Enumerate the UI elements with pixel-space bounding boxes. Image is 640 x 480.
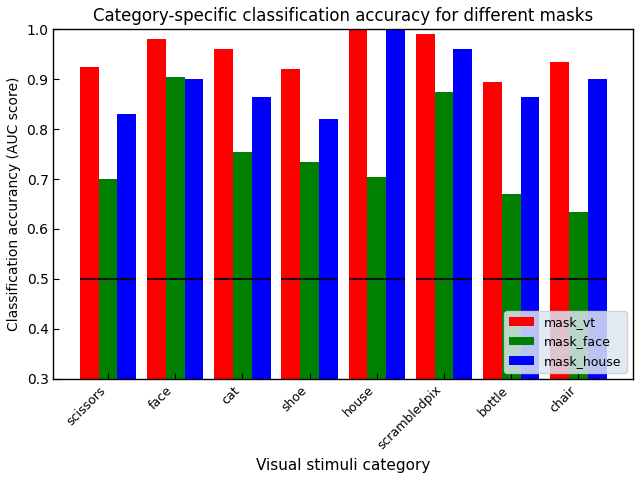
Bar xyxy=(80,67,99,480)
Bar xyxy=(282,69,300,480)
Bar xyxy=(319,119,338,480)
Bar xyxy=(233,152,252,480)
Bar xyxy=(502,194,521,480)
Bar xyxy=(117,114,136,480)
Bar xyxy=(349,29,367,480)
Bar xyxy=(147,39,166,480)
Bar xyxy=(483,82,502,480)
Bar xyxy=(367,177,386,480)
Title: Category-specific classification accuracy for different masks: Category-specific classification accurac… xyxy=(93,7,593,25)
Y-axis label: Classification accurancy (AUC score): Classification accurancy (AUC score) xyxy=(7,77,21,331)
Bar xyxy=(214,49,233,480)
Bar xyxy=(252,96,271,480)
Bar xyxy=(386,29,405,480)
Legend: mask_vt, mask_face, mask_house: mask_vt, mask_face, mask_house xyxy=(504,311,627,372)
Bar xyxy=(99,179,117,480)
Bar xyxy=(569,212,588,480)
Bar xyxy=(166,77,184,480)
Bar xyxy=(184,79,204,480)
Bar xyxy=(435,92,454,480)
X-axis label: Visual stimuli category: Visual stimuli category xyxy=(256,458,430,473)
Bar xyxy=(454,49,472,480)
Bar xyxy=(550,62,569,480)
Bar xyxy=(588,79,607,480)
Bar xyxy=(521,96,540,480)
Bar xyxy=(416,34,435,480)
Bar xyxy=(300,162,319,480)
